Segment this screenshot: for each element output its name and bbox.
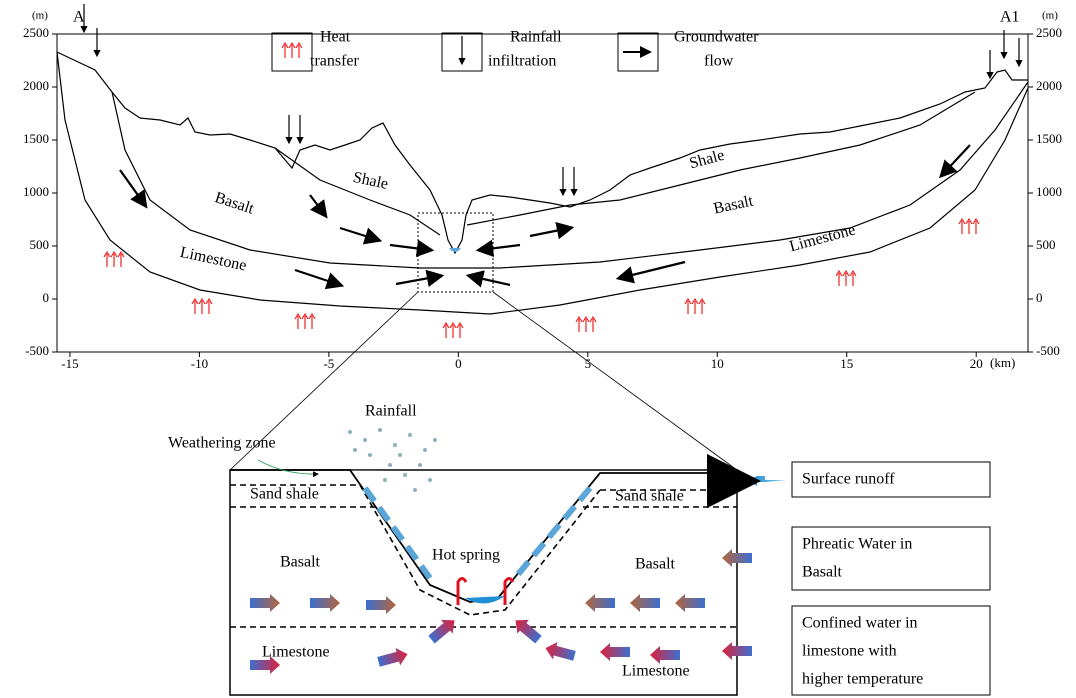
- layer-label: Basalt: [712, 192, 755, 217]
- ground-surface: [57, 52, 1028, 253]
- key-label: Surface runoff: [802, 471, 895, 488]
- shale-base-left: [275, 148, 440, 235]
- y-tick-label: 2000: [1036, 78, 1062, 93]
- key-label: Phreatic Water in: [802, 536, 912, 553]
- diagram: -500 -500 0 0 500 500 1000 1000 1500 1500 2000 2000…: [0, 0, 1076, 698]
- zoom-label: Sand shale: [615, 488, 684, 505]
- plot-frame: [57, 34, 1028, 352]
- layer-label: Basalt: [213, 189, 257, 218]
- key-label: limestone with: [802, 643, 897, 660]
- legend-label: transfer: [310, 53, 360, 70]
- legend-label: Heat: [320, 29, 351, 46]
- legend-label: Groundwater: [674, 29, 759, 46]
- y-tick-label: 2500: [1036, 25, 1062, 40]
- layer-label: Limestone: [178, 244, 248, 275]
- legend-label: flow: [704, 53, 734, 70]
- zoom-line: [493, 292, 737, 470]
- y-tick-label: 1500: [23, 131, 49, 146]
- y-unit: (m): [32, 10, 48, 22]
- y-tick-label: -500: [1036, 343, 1060, 358]
- y-tick-label: 500: [30, 237, 50, 252]
- key-label: Confined water in: [802, 615, 918, 632]
- zoom-label: Hot spring: [432, 547, 500, 564]
- basalt-base: [112, 82, 1028, 268]
- y-tick-label: 0: [1036, 290, 1043, 305]
- x-tick-label: -5: [323, 356, 334, 371]
- zoom-label: Sand shale: [250, 486, 319, 503]
- section-end: A1: [1000, 9, 1020, 26]
- zoom-label: Basalt: [280, 554, 321, 571]
- axes: -500 -500 0 0 500 500 1000 1000 1500 1500 2000 2000…: [23, 25, 1062, 371]
- zoom-detail: Rainfall Weathering zone Sand shale Sand…: [168, 403, 737, 695]
- legend-label: Rainfall: [510, 29, 562, 46]
- zoom-label: Limestone: [262, 644, 330, 661]
- cross-section: A A1 (m) (m) (km) Shale Shale Basalt Bas…: [32, 4, 1058, 470]
- key-label: Basalt: [802, 564, 843, 581]
- x-tick-label: -15: [61, 356, 78, 371]
- y-tick-label: 0: [43, 290, 50, 305]
- y-tick-label: -500: [25, 343, 49, 358]
- section-end: A: [73, 9, 85, 26]
- x-tick-label: -10: [191, 356, 208, 371]
- key-label: higher temperature: [802, 671, 923, 688]
- zoom-label: Limestone: [622, 663, 690, 680]
- y-tick-label: 1000: [23, 184, 49, 199]
- flow-key: Surface runoff Phreatic Water in Basalt …: [722, 462, 990, 695]
- zoom-label: Weathering zone: [168, 435, 276, 452]
- legend-label: infiltration: [488, 53, 556, 70]
- y-unit: (m): [1042, 10, 1058, 22]
- x-tick-label: 20: [970, 356, 983, 371]
- x-tick-label: 15: [840, 356, 853, 371]
- zoom-label: Rainfall: [365, 403, 417, 420]
- spring: [449, 248, 461, 252]
- layer-label: Shale: [351, 169, 389, 193]
- y-tick-label: 2000: [23, 78, 49, 93]
- x-unit: (km): [990, 355, 1015, 370]
- limestone-base: [57, 52, 1028, 314]
- y-tick-label: 1000: [1036, 184, 1062, 199]
- y-tick-label: 500: [1036, 237, 1056, 252]
- x-tick-label: 5: [585, 356, 592, 371]
- layer-label: Limestone: [788, 222, 858, 256]
- x-tick-label: 0: [455, 356, 462, 371]
- layer-label: Shale: [688, 147, 727, 173]
- zoom-label: Basalt: [635, 556, 676, 573]
- legend: Heat transfer Rainfall infiltration Grou…: [272, 29, 759, 71]
- y-tick-label: 1500: [1036, 131, 1062, 146]
- y-tick-label: 2500: [23, 25, 49, 40]
- x-tick-label: 10: [711, 356, 724, 371]
